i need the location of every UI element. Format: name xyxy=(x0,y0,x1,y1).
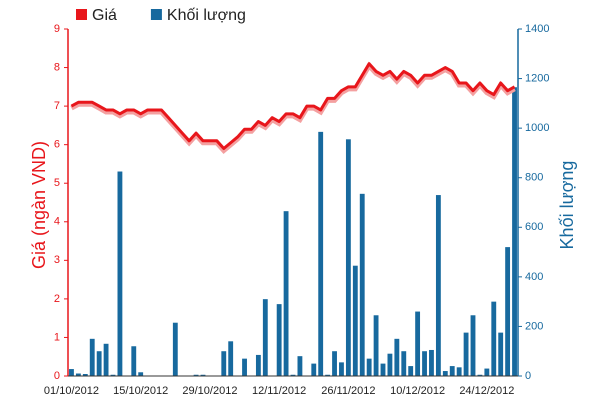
y2-axis-title: Khối lượng xyxy=(557,161,577,250)
bar xyxy=(401,351,407,376)
legend-swatch xyxy=(76,9,87,20)
bar xyxy=(435,195,441,376)
bar xyxy=(352,265,358,376)
bar xyxy=(408,366,414,376)
bar xyxy=(332,351,337,376)
bar xyxy=(373,315,379,376)
bar xyxy=(380,363,386,376)
bar xyxy=(345,139,351,376)
bar xyxy=(172,322,178,376)
bar xyxy=(276,304,282,376)
y-tick-label: 4 xyxy=(54,216,60,228)
bar xyxy=(470,315,476,376)
y2-tick-label: 200 xyxy=(525,320,543,332)
x-tick-label: 10/12/2012 xyxy=(390,385,445,397)
bar xyxy=(69,369,74,376)
y2-tick-label: 1000 xyxy=(525,122,549,134)
bar xyxy=(103,343,109,376)
bar xyxy=(456,367,462,376)
bar xyxy=(311,363,317,376)
y-tick-label: 6 xyxy=(54,139,60,151)
bar xyxy=(422,351,427,376)
bar xyxy=(366,358,372,376)
bar xyxy=(131,346,137,376)
legend-label: Giá xyxy=(92,7,117,24)
legend-label: Khối lượng xyxy=(167,7,246,24)
bar xyxy=(429,349,434,376)
bar xyxy=(290,374,296,376)
y-tick-label: 1 xyxy=(54,331,60,343)
bar xyxy=(484,368,490,376)
bar xyxy=(283,211,289,376)
x-tick-label: 26/11/2012 xyxy=(321,385,375,397)
legend-swatch xyxy=(150,9,162,20)
bar xyxy=(415,311,421,376)
bar xyxy=(387,353,393,376)
y-tick-label: 3 xyxy=(54,254,60,266)
bar xyxy=(442,371,448,376)
bar xyxy=(297,356,303,376)
bar xyxy=(339,362,344,376)
bar xyxy=(498,332,504,376)
bar xyxy=(325,374,331,376)
line xyxy=(70,62,516,151)
bar xyxy=(117,171,123,376)
y2-tick-label: 1200 xyxy=(525,72,549,84)
y2-tick-label: 400 xyxy=(525,271,543,283)
bar xyxy=(193,374,199,376)
bar xyxy=(491,301,497,376)
bar xyxy=(318,131,324,376)
line-shadow xyxy=(70,61,516,154)
x-tick-label: 15/10/2012 xyxy=(113,385,168,397)
y-tick-label: 8 xyxy=(54,61,60,73)
x-tick-label: 01/10/2012 xyxy=(44,385,99,397)
y-tick-label: 5 xyxy=(54,177,60,189)
bar xyxy=(255,354,261,376)
bar xyxy=(512,87,517,376)
bar xyxy=(505,247,511,376)
bar xyxy=(477,374,483,376)
bar xyxy=(463,332,469,376)
bar xyxy=(242,358,247,376)
bar xyxy=(221,351,227,376)
bar xyxy=(89,338,95,376)
bar xyxy=(82,374,88,376)
bar xyxy=(394,338,400,376)
y-tick-label: 2 xyxy=(54,293,60,305)
bar xyxy=(200,374,206,376)
x-tick-label: 24/12/2012 xyxy=(459,385,514,397)
y-axis-title: Giá (ngàn VND) xyxy=(29,141,49,269)
bar xyxy=(228,341,234,376)
bar xyxy=(75,373,81,376)
y-tick-label: 9 xyxy=(54,23,60,35)
x-tick-label: 29/10/2012 xyxy=(182,385,237,397)
y-tick-label: 0 xyxy=(54,370,60,382)
y-tick-label: 7 xyxy=(54,100,60,112)
y2-tick-label: 800 xyxy=(525,172,543,184)
y2-tick-label: 0 xyxy=(525,370,531,382)
bar xyxy=(96,351,102,376)
bar xyxy=(262,299,268,376)
x-tick-label: 12/11/2012 xyxy=(252,385,306,397)
y2-tick-label: 1400 xyxy=(525,23,549,35)
bar xyxy=(138,372,144,376)
bar xyxy=(449,366,455,376)
y2-tick-label: 600 xyxy=(525,221,543,233)
bar xyxy=(359,193,365,376)
bar xyxy=(110,374,116,376)
